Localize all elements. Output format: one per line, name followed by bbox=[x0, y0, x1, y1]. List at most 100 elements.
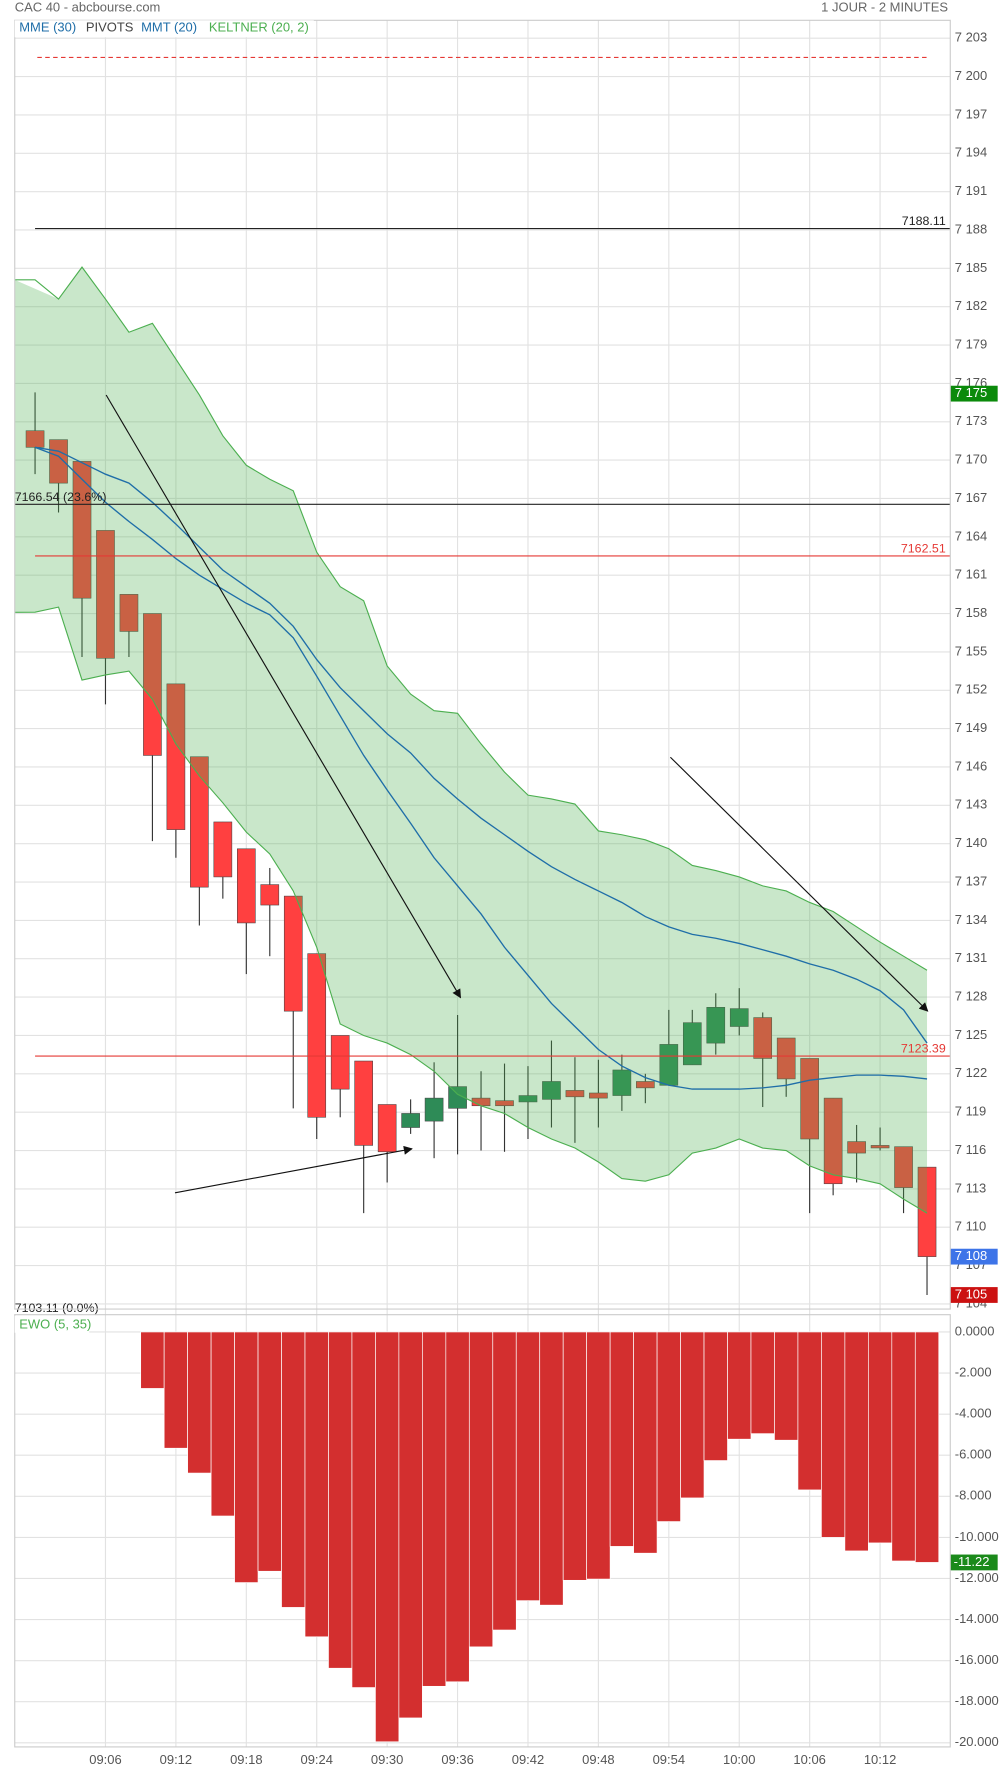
ewo-bar bbox=[821, 1331, 846, 1538]
ewo-bar bbox=[914, 1331, 940, 1563]
candle-body bbox=[96, 530, 115, 659]
legend-item: KELTNER (20, 2) bbox=[209, 20, 309, 35]
candle-body bbox=[354, 1060, 373, 1146]
y-tick-label: -10.000 bbox=[955, 1529, 999, 1544]
y-tick-label: -14.000 bbox=[955, 1611, 999, 1626]
y-tick-label: 7 110 bbox=[955, 1219, 987, 1234]
y-tick-label: 7 203 bbox=[955, 30, 987, 45]
candle-body bbox=[190, 756, 209, 888]
moving-average-line bbox=[34, 446, 928, 1044]
candle-body bbox=[307, 953, 327, 1118]
y-tick-label: 7 164 bbox=[955, 528, 987, 543]
annotation-arrow bbox=[105, 394, 461, 999]
y-tick-label: 7 143 bbox=[955, 797, 987, 812]
keltner-upper bbox=[14, 266, 928, 971]
annotation-arrow bbox=[174, 1145, 413, 1194]
y-tick-label: 7 128 bbox=[955, 989, 987, 1004]
candle-body bbox=[518, 1095, 538, 1103]
x-tick-label: 09:36 bbox=[441, 1752, 473, 1767]
ewo-bar bbox=[891, 1331, 916, 1562]
y-tick-label: 7 149 bbox=[955, 720, 987, 735]
candle-body bbox=[706, 1007, 726, 1044]
y-tick-label: 7 155 bbox=[955, 643, 987, 658]
ewo-bar bbox=[680, 1331, 705, 1499]
candle-body bbox=[330, 1035, 350, 1090]
candle-body bbox=[401, 1113, 420, 1128]
ewo-panel-frame bbox=[14, 1314, 951, 1748]
y-tick-label: 7 125 bbox=[955, 1027, 987, 1042]
keltner-band bbox=[14, 267, 928, 1214]
candle-body bbox=[729, 1008, 749, 1027]
y-tick-label: 7 185 bbox=[955, 260, 987, 275]
candle-body bbox=[119, 594, 139, 632]
ewo-bar bbox=[703, 1331, 728, 1461]
ewo-bar bbox=[398, 1331, 423, 1719]
candle-body bbox=[565, 1090, 585, 1098]
pivot-label: 7103.11 (0.0%) bbox=[15, 1301, 99, 1315]
value-tag bbox=[950, 1554, 998, 1571]
ewo-bar bbox=[797, 1331, 822, 1491]
legend-item: PIVOTS bbox=[86, 20, 134, 35]
y-tick-label: -18.000 bbox=[955, 1693, 999, 1708]
price-tag bbox=[950, 385, 998, 402]
legend-item: EWO (5, 35) bbox=[19, 1316, 91, 1331]
y-tick-label: 7 113 bbox=[955, 1180, 987, 1195]
legend-item: MME (30) bbox=[19, 20, 76, 35]
y-tick-label: 7 197 bbox=[955, 106, 987, 121]
ewo-bar bbox=[187, 1331, 212, 1474]
ewo-bar bbox=[562, 1331, 588, 1581]
ewo-bar bbox=[281, 1331, 306, 1608]
x-tick-label: 10:12 bbox=[864, 1752, 896, 1767]
price-tag-label: 7 175 bbox=[955, 385, 987, 400]
x-tick-label: 09:06 bbox=[89, 1752, 121, 1767]
y-tick-label: 7 170 bbox=[955, 452, 987, 467]
price-tag-label: 7 108 bbox=[955, 1248, 987, 1263]
ewo-bar bbox=[375, 1331, 400, 1743]
ewo-bar bbox=[656, 1331, 681, 1522]
candle-body bbox=[823, 1097, 843, 1185]
candle-body bbox=[636, 1081, 655, 1089]
price-plot bbox=[14, 56, 951, 1295]
ewo-bar bbox=[328, 1331, 353, 1669]
y-tick-label: 7 182 bbox=[955, 298, 987, 313]
chart-title: CAC 40 - abcbourse.com bbox=[15, 0, 161, 14]
y-tick-label: -6.000 bbox=[955, 1447, 992, 1462]
chart-subtitle: 1 JOUR - 2 MINUTES bbox=[821, 0, 948, 14]
moving-average-line bbox=[34, 446, 928, 1090]
price-tag-label: 7 105 bbox=[955, 1286, 987, 1301]
candle-body bbox=[682, 1022, 702, 1066]
y-tick-label: 7 122 bbox=[955, 1065, 987, 1080]
x-tick-label: 09:24 bbox=[300, 1752, 332, 1767]
price-panel-frame bbox=[14, 19, 951, 1310]
legend-background bbox=[14, 20, 314, 38]
y-tick-label: 7 137 bbox=[955, 873, 987, 888]
ewo-bar bbox=[351, 1331, 376, 1688]
candle-body bbox=[870, 1145, 890, 1149]
ewo-bar bbox=[515, 1331, 541, 1601]
ewo-bar bbox=[633, 1331, 658, 1554]
ewo-bar bbox=[422, 1331, 447, 1687]
ewo-bar bbox=[257, 1331, 282, 1572]
y-tick-label: 7 200 bbox=[955, 68, 987, 83]
ewo-bar bbox=[844, 1331, 869, 1552]
ewo-bar bbox=[774, 1331, 799, 1441]
candle-body bbox=[753, 1017, 773, 1059]
x-tick-label: 09:18 bbox=[230, 1752, 262, 1767]
candle-body bbox=[283, 895, 303, 1012]
ewo-bar bbox=[609, 1331, 634, 1547]
x-tick-label: 09:48 bbox=[582, 1752, 614, 1767]
x-tick-label: 09:12 bbox=[160, 1752, 192, 1767]
candle-body bbox=[143, 613, 162, 756]
y-tick-label: 7 167 bbox=[955, 490, 987, 505]
candle-body bbox=[589, 1092, 608, 1099]
pivot-label: 7162.51 bbox=[901, 541, 946, 555]
value-label: -11.22 bbox=[954, 1554, 990, 1569]
y-tick-label: 7 116 bbox=[955, 1142, 987, 1157]
candle-body bbox=[847, 1141, 866, 1154]
candle-body bbox=[917, 1166, 937, 1257]
legend-item: MMT (20) bbox=[141, 20, 197, 35]
ewo-bar bbox=[468, 1331, 494, 1648]
ewo-bar bbox=[210, 1331, 235, 1517]
x-tick-label: 09:54 bbox=[653, 1752, 685, 1767]
y-tick-label: -20.000 bbox=[955, 1734, 999, 1749]
